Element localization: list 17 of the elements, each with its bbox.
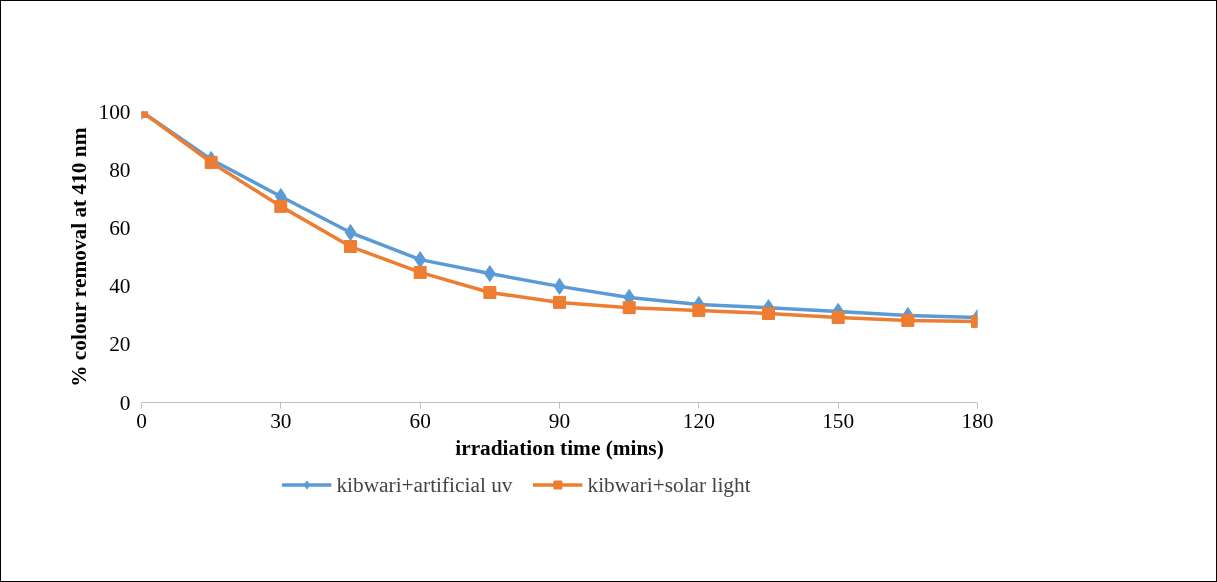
x-tick-label: 30	[270, 408, 292, 433]
y-tick-label: 100	[98, 99, 131, 124]
y-tick-label: 60	[109, 215, 131, 240]
x-tick-label: 120	[682, 408, 715, 433]
x-tick-label: 150	[822, 408, 855, 433]
x-tick-label: 60	[409, 408, 431, 433]
y-tick-label: 40	[109, 274, 131, 299]
x-tick-label: 180	[961, 408, 994, 433]
y-tick-label: 20	[109, 332, 131, 357]
x-axis-title: irradiation time (mins)	[455, 435, 664, 460]
y-axis-title: % colour removal at 410 nm	[66, 127, 91, 387]
x-tick-label: 0	[136, 408, 147, 433]
legend-label: kibwari+artificial uv	[336, 472, 513, 497]
y-tick-label: 0	[119, 390, 131, 415]
x-tick-label: 90	[548, 408, 571, 433]
y-tick-label: 80	[109, 157, 131, 182]
legend-label: kibwari+solar light	[587, 472, 751, 497]
